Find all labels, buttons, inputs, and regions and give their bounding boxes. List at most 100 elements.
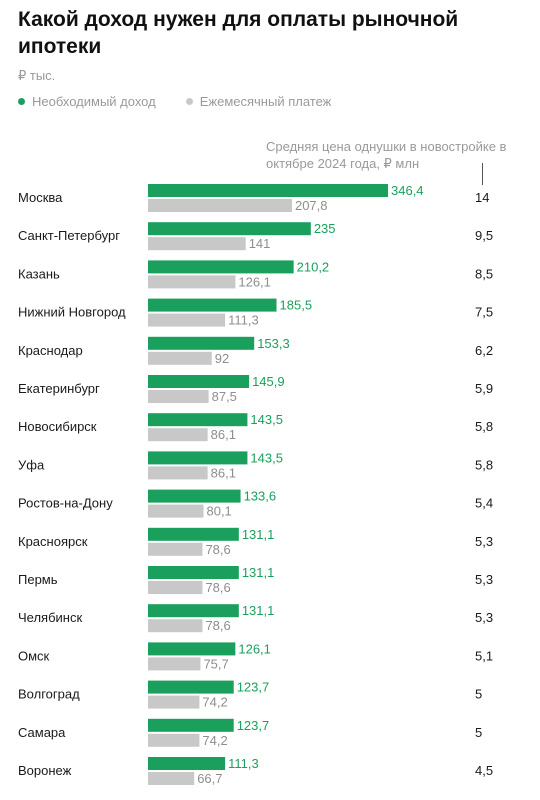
price-value: 9,5	[475, 228, 493, 243]
payment-value-label: 126,1	[238, 274, 271, 289]
payment-value-label: 141	[249, 236, 271, 251]
price-column-tick	[482, 163, 483, 185]
price-value: 5	[475, 687, 482, 702]
legend-dot-income	[18, 98, 25, 105]
legend-item-income: Необходимый доход	[18, 94, 156, 109]
payment-value-label: 78,6	[205, 618, 230, 633]
payment-bar	[148, 199, 292, 212]
payment-value-label: 66,7	[197, 771, 222, 786]
income-bar	[148, 375, 250, 388]
income-bar	[148, 642, 236, 656]
income-bar	[148, 604, 239, 618]
legend-dot-payment	[185, 98, 193, 105]
payment-bar	[148, 390, 209, 403]
income-value-label: 126,1	[238, 641, 271, 656]
price-column-header: Средняя цена однушки в новостройке в окт…	[266, 139, 507, 171]
city-label: Уфа	[18, 457, 45, 472]
payment-bar	[148, 313, 226, 327]
legend: Необходимый доход Ежемесячный платеж	[18, 94, 331, 109]
payment-bar	[148, 695, 200, 709]
city-label: Краснодар	[18, 343, 83, 358]
payment-bar	[148, 504, 204, 518]
payment-bar	[148, 619, 203, 633]
payment-value-label: 80,1	[206, 504, 231, 519]
unit-label: ₽ тыс.	[18, 68, 56, 83]
price-value: 5,4	[475, 496, 493, 511]
income-bar	[148, 222, 311, 236]
income-bar	[148, 260, 294, 274]
city-label: Челябинск	[18, 610, 82, 625]
payment-bar	[148, 466, 208, 480]
price-value: 5,8	[475, 419, 493, 434]
income-value-label: 131,1	[242, 565, 275, 580]
city-label: Москва	[18, 190, 63, 205]
price-value: 8,5	[475, 266, 493, 281]
income-value-label: 133,6	[244, 489, 277, 504]
payment-bar	[148, 351, 212, 365]
income-value-label: 210,2	[297, 259, 330, 274]
payment-value-label: 74,2	[202, 695, 227, 710]
price-value: 5,3	[475, 572, 493, 587]
income-bar	[148, 184, 388, 197]
price-value: 5,8	[475, 457, 493, 472]
city-label: Санкт-Петербург	[18, 228, 120, 243]
payment-value-label: 86,1	[211, 427, 236, 442]
income-bar	[148, 451, 248, 465]
city-label: Красноярск	[18, 534, 88, 549]
city-label: Волгоград	[18, 687, 80, 702]
payment-value-label: 207,8	[295, 198, 328, 213]
payment-value-label: 86,1	[211, 465, 236, 480]
income-value-label: 131,1	[242, 527, 275, 542]
payment-value-label: 92	[215, 351, 229, 366]
price-value: 5,3	[475, 534, 493, 549]
income-value-label: 123,7	[237, 680, 270, 695]
payment-bar	[148, 657, 201, 671]
payment-bar	[148, 542, 203, 556]
income-value-label: 123,7	[237, 718, 270, 733]
chart-title: Какой доход нужен для оплаты рыночной ип…	[18, 8, 459, 58]
income-bar	[148, 336, 255, 350]
income-value-label: 185,5	[280, 298, 313, 313]
income-value-label: 145,9	[252, 374, 285, 389]
city-label: Омск	[18, 648, 50, 663]
income-bar	[148, 680, 234, 694]
price-value: 6,2	[475, 343, 493, 358]
legend-item-payment: Ежемесячный платеж	[185, 94, 332, 109]
payment-value-label: 74,2	[202, 733, 227, 748]
city-label: Воронеж	[18, 763, 72, 778]
income-value-label: 131,1	[242, 603, 275, 618]
city-label: Екатеринбург	[18, 381, 100, 396]
income-bar	[148, 489, 241, 503]
city-label: Ростов-на-Дону	[18, 496, 113, 511]
price-value: 7,5	[475, 305, 493, 320]
price-value: 5	[475, 725, 482, 740]
income-value-label: 111,3	[228, 756, 259, 771]
price-value: 4,5	[475, 763, 493, 778]
city-label: Нижний Новгород	[18, 305, 126, 320]
payment-bar	[148, 428, 208, 442]
income-value-label: 346,4	[391, 183, 424, 198]
payment-bar	[148, 772, 195, 785]
payment-value-label: 78,6	[205, 542, 230, 557]
payment-value-label: 111,3	[228, 313, 259, 328]
payment-value-label: 87,5	[212, 389, 237, 404]
income-bar	[148, 566, 239, 579]
income-value-label: 143,5	[250, 450, 283, 465]
price-value: 5,3	[475, 610, 493, 625]
income-value-label: 143,5	[250, 412, 283, 427]
price-value: 5,9	[475, 381, 493, 396]
payment-bar	[148, 275, 236, 289]
city-label: Пермь	[18, 572, 58, 587]
income-bar	[148, 298, 277, 312]
payment-value-label: 78,6	[205, 580, 230, 595]
payment-bar	[148, 237, 246, 251]
city-label: Казань	[18, 266, 60, 281]
city-label: Самара	[18, 725, 66, 740]
payment-bar	[148, 733, 200, 747]
legend-label-income: Необходимый доход	[32, 94, 156, 109]
legend-label-payment: Ежемесячный платеж	[199, 94, 332, 109]
price-value: 5,1	[475, 648, 493, 663]
income-bar	[148, 757, 226, 770]
price-value: 14	[475, 190, 489, 205]
